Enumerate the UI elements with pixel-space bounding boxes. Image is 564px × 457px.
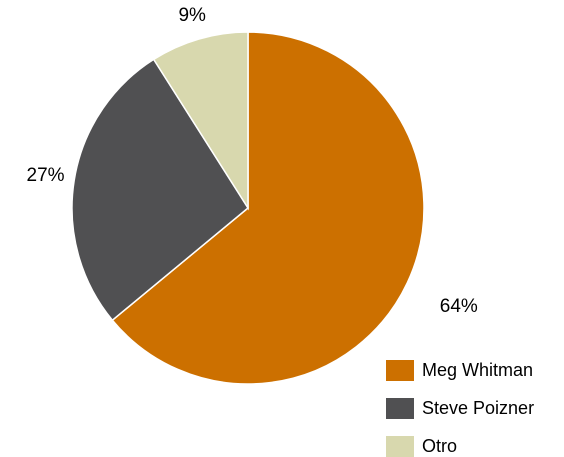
legend-swatch-steve-poizner bbox=[386, 398, 414, 419]
legend-label-steve-poizner: Steve Poizner bbox=[422, 398, 535, 418]
legend-item-steve-poizner: Steve Poizner bbox=[386, 396, 562, 421]
legend-swatch-meg-whitman bbox=[386, 360, 414, 381]
legend-label-meg-whitman: Meg Whitman bbox=[422, 360, 534, 380]
legend-item-otro: Otro bbox=[386, 434, 562, 457]
legend-label-otro: Otro bbox=[422, 436, 458, 456]
pie-slice-steve-poizner bbox=[71, 58, 249, 322]
pie-slice-meg-whitman bbox=[111, 31, 425, 385]
pie-value-label-meg-whitman: 64% bbox=[440, 296, 478, 317]
legend-swatch-otro bbox=[386, 436, 414, 457]
pie-value-label-steve-poizner: 27% bbox=[27, 165, 65, 186]
legend-item-meg-whitman: Meg Whitman bbox=[386, 358, 562, 383]
pie-value-label-otro: 9% bbox=[178, 5, 206, 26]
legend: Meg Whitman Steve Poizner Otro bbox=[386, 358, 562, 457]
pie-value-labels: 64% 27% 9% bbox=[27, 5, 478, 317]
pie-slices bbox=[71, 31, 425, 385]
pie-slice-otro bbox=[152, 31, 249, 211]
